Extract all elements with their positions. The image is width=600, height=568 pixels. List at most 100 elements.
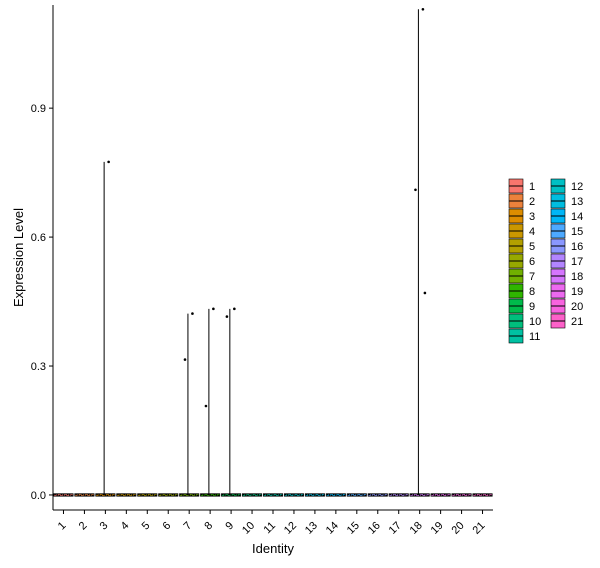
- violin-group: [74, 493, 95, 497]
- data-point: [215, 494, 218, 496]
- legend-item: 4: [508, 223, 535, 239]
- data-point: [200, 493, 203, 496]
- data-point: [477, 494, 480, 497]
- x-tick-label: 19: [429, 520, 446, 537]
- data-point: [293, 494, 295, 496]
- data-point: [272, 494, 274, 496]
- data-point: [397, 494, 400, 496]
- legend-label: 8: [529, 286, 535, 298]
- legend-item: 10: [508, 313, 541, 329]
- data-point: [466, 494, 469, 496]
- legend-label: 6: [529, 256, 535, 268]
- data-point: [102, 493, 105, 496]
- x-tick-label: 7: [181, 520, 194, 533]
- data-point: [167, 494, 170, 496]
- legend-item: 21: [550, 313, 583, 329]
- legend-label: 11: [529, 331, 540, 343]
- data-point: [339, 493, 341, 496]
- data-point: [112, 494, 115, 497]
- violin-group: [179, 312, 200, 497]
- data-point: [232, 494, 235, 497]
- data-point: [190, 494, 193, 497]
- legend-label: 2: [529, 196, 535, 208]
- data-point: [368, 493, 371, 496]
- violin-group: [430, 493, 451, 497]
- data-point: [207, 493, 209, 496]
- data-point: [402, 493, 404, 496]
- data-point: [347, 493, 350, 496]
- data-point: [238, 494, 241, 497]
- violin-group: [472, 493, 493, 497]
- legend-item: 14: [550, 208, 583, 224]
- legend-item: 16: [550, 238, 583, 254]
- legend-item: 3: [508, 208, 535, 224]
- data-point: [364, 494, 367, 497]
- data-point: [259, 494, 262, 497]
- data-point: [211, 494, 214, 497]
- legend-label: 13: [571, 196, 583, 208]
- data-point: [255, 493, 258, 496]
- legend-item: 9: [508, 298, 535, 314]
- data-point: [320, 494, 323, 496]
- data-point: [334, 494, 337, 496]
- data-point: [182, 494, 184, 496]
- data-point: [309, 494, 312, 497]
- data-point: [469, 494, 471, 497]
- data-point: [330, 494, 333, 497]
- data-point: [169, 494, 172, 497]
- data-point: [351, 494, 354, 497]
- data-point: [144, 493, 147, 496]
- violin-group: [304, 493, 325, 497]
- data-point: [481, 494, 484, 496]
- data-point: [376, 494, 379, 496]
- data-point: [223, 494, 226, 496]
- violin-group: [346, 493, 367, 497]
- data-point: [374, 493, 377, 496]
- data-point: [184, 494, 186, 497]
- y-tick-label: 0.9: [31, 103, 46, 115]
- data-point: [414, 494, 417, 497]
- data-point: [416, 493, 419, 496]
- data-point: [337, 494, 339, 497]
- data-point: [393, 494, 396, 497]
- data-point: [68, 494, 71, 496]
- data-point: [299, 494, 302, 496]
- legend-label: 20: [571, 301, 583, 313]
- legend-label: 7: [529, 271, 535, 283]
- data-point: [326, 493, 329, 496]
- data-point: [165, 493, 168, 496]
- data-point: [290, 493, 293, 496]
- violin-group: [158, 493, 179, 497]
- legend-item: 5: [508, 238, 535, 254]
- data-point: [140, 494, 142, 496]
- legend-item: 19: [550, 283, 583, 299]
- data-point: [414, 188, 417, 192]
- legend-item: 18: [550, 268, 583, 284]
- violin-group: [221, 307, 242, 497]
- legend-label: 3: [529, 211, 535, 223]
- legend-label: 14: [571, 211, 583, 223]
- data-point: [328, 494, 331, 496]
- y-axis-ticks: 0.0 0.3 0.6 0.9: [31, 103, 53, 502]
- data-point: [96, 493, 98, 496]
- violin-group: [409, 7, 430, 497]
- legend-item: 20: [550, 298, 583, 314]
- legend-item: 1: [508, 178, 535, 194]
- data-point: [318, 493, 320, 496]
- data-point: [106, 494, 109, 497]
- legend-label: 12: [571, 181, 583, 193]
- x-tick-label: 20: [450, 520, 467, 537]
- x-axis-title: Identity: [252, 541, 294, 556]
- x-tick-label: 9: [223, 520, 236, 533]
- data-point: [473, 493, 476, 496]
- violin-group: [283, 493, 304, 497]
- data-point: [395, 493, 398, 496]
- data-point: [173, 494, 176, 496]
- data-point: [307, 494, 310, 496]
- data-point: [431, 493, 434, 496]
- data-point: [110, 494, 113, 496]
- data-point: [412, 494, 415, 496]
- data-point: [83, 494, 86, 496]
- violin-group: [325, 493, 346, 497]
